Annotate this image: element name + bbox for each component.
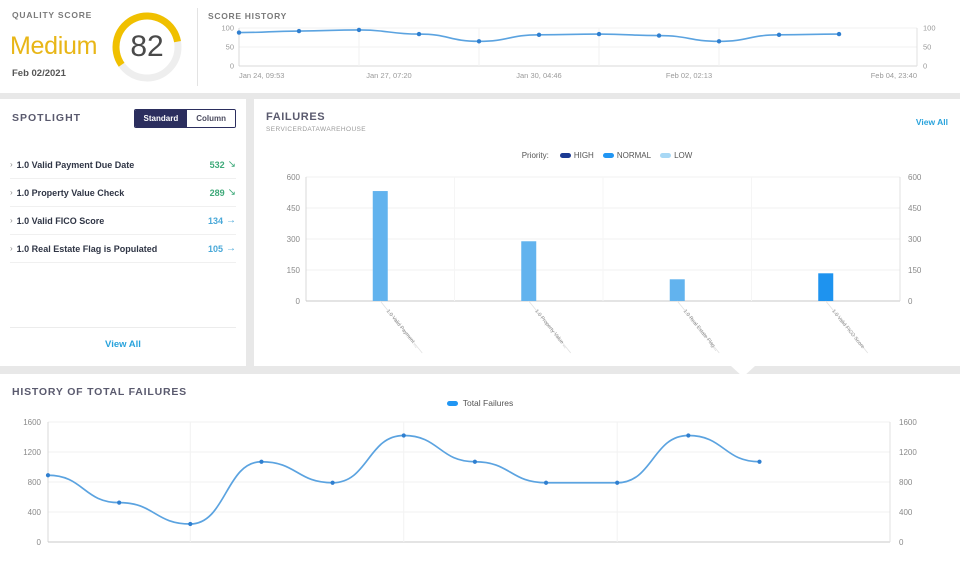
svg-text:Feb 04, 23:40: Feb 04, 23:40 (871, 71, 917, 80)
svg-text:0: 0 (908, 297, 913, 306)
svg-text:300: 300 (908, 235, 922, 244)
svg-text:100: 100 (923, 24, 936, 33)
spotlight-panel: SPOTLIGHT Standard Column › 1.0 Valid Pay… (0, 99, 246, 366)
history-of-total-failures-panel: HISTORY OF TOTAL FAILURES 0 0 400 400 800 800… (0, 374, 960, 567)
spotlight-item-label: 1.0 Property Value Check (16, 187, 125, 198)
quality-score-gauge: 82 (108, 8, 186, 86)
spotlight-list: › 1.0 Valid Payment Due Date 532 ↘ › 1.0 Prop… (10, 151, 236, 263)
score-history-title: SCORE HISTORY (208, 11, 288, 21)
failures-view-all-link[interactable]: View All (915, 117, 948, 127)
spotlight-item-label: 1.0 Valid Payment Due Date (16, 159, 135, 170)
spotlight-item-count: 134 (207, 215, 223, 226)
trend-arrow-icon: → (226, 214, 236, 226)
svg-text:1.0 Property Value ...: 1.0 Property Value ... (533, 308, 568, 349)
svg-text:400: 400 (899, 508, 913, 517)
legend-item[interactable]: NORMAL (602, 151, 652, 160)
svg-text:400: 400 (28, 508, 42, 517)
expand-chevron-icon[interactable]: › (10, 244, 13, 253)
svg-text:800: 800 (28, 478, 42, 487)
expand-chevron-icon[interactable]: › (10, 188, 13, 197)
svg-text:100: 100 (221, 24, 234, 33)
quality-score-label: QUALITY SCORE (12, 10, 93, 20)
svg-text:1.0 Valid FICO Score: 1.0 Valid FICO Score (830, 308, 865, 350)
trend-arrow-icon: → (226, 242, 236, 254)
svg-text:600: 600 (287, 173, 301, 182)
svg-text:0: 0 (37, 538, 42, 547)
svg-text:50: 50 (923, 43, 931, 52)
divider (197, 8, 198, 86)
svg-text:150: 150 (908, 266, 922, 275)
list-item[interactable]: › 1.0 Valid Payment Due Date 532 ↘ (10, 151, 236, 179)
svg-text:1.0 Valid Payment ...: 1.0 Valid Payment ... (385, 308, 420, 349)
legend-label: HIGH (573, 151, 594, 160)
history-title: HISTORY OF TOTAL FAILURES (12, 386, 187, 398)
spotlight-item-label: 1.0 Real Estate Flag is Populated (16, 243, 158, 254)
svg-text:600: 600 (908, 173, 922, 182)
list-item[interactable]: › 1.0 Real Estate Flag is Populated 105 → (10, 235, 236, 263)
expand-chevron-icon[interactable]: › (10, 216, 13, 225)
svg-text:1600: 1600 (23, 418, 41, 427)
svg-text:Jan 30, 04:46: Jan 30, 04:46 (516, 71, 561, 80)
quality-score-bar: QUALITY SCORE Medium Feb 02/2021 82 SCOR… (0, 0, 960, 93)
svg-text:450: 450 (287, 204, 301, 213)
failures-title: FAILURES (266, 111, 326, 123)
svg-text:1.0 Real Estate Flag...: 1.0 Real Estate Flag... (682, 308, 719, 352)
legend-item[interactable]: HIGH (559, 151, 594, 160)
view-mode-toggle[interactable]: Standard Column (133, 109, 236, 128)
svg-text:1600: 1600 (899, 418, 917, 427)
quality-score-rating: Medium (10, 32, 98, 60)
svg-text:0: 0 (296, 297, 301, 306)
expand-chevron-icon[interactable]: › (10, 160, 13, 169)
legend-label: NORMAL (616, 151, 652, 160)
list-item[interactable]: › 1.0 Property Value Check 289 ↘ (10, 179, 236, 207)
history-line-chart: 0 0 400 400 800 800 1200 1200 1600 1600 (23, 418, 917, 547)
failures-bar-chart: 0 0 150 150 300 300 450 450 600 600 1.0 Valid Paym… (287, 173, 922, 354)
toggle-column[interactable]: Column (187, 110, 235, 127)
legend-label-total-failures: Total Failures (462, 398, 514, 408)
svg-text:0: 0 (230, 62, 234, 71)
legend-swatch (660, 153, 672, 158)
legend-swatch (602, 153, 614, 158)
svg-text:800: 800 (899, 478, 913, 487)
failures-panel: FAILURES SERVICERDATAWAREHOUSE View All … (254, 99, 960, 366)
svg-text:0: 0 (899, 538, 904, 547)
quality-score-value: 82 (130, 30, 164, 63)
svg-text:Jan 27, 07:20: Jan 27, 07:20 (366, 71, 411, 80)
spotlight-item-count: 289 (209, 187, 225, 198)
legend-label: Priority: (521, 151, 549, 160)
svg-text:450: 450 (908, 204, 922, 213)
spotlight-item-label: 1.0 Valid FICO Score (16, 215, 105, 226)
divider (10, 327, 236, 328)
failures-legend: Priority: HIGH NORMAL LOW (254, 151, 960, 160)
spotlight-view-all-link[interactable]: View All (105, 339, 141, 350)
legend-swatch-total-failures (446, 400, 458, 406)
score-history-chart: 0 0 50 50 100 100 Jan 24, 09:53 Jan 27, 07:20 Ja… (221, 24, 936, 81)
svg-text:300: 300 (287, 235, 301, 244)
trend-arrow-icon: ↘ (227, 186, 236, 198)
spotlight-item-count: 532 (209, 159, 225, 170)
legend-label: LOW (674, 151, 693, 160)
failures-subtitle: SERVICERDATAWAREHOUSE (266, 126, 367, 133)
svg-text:Feb 02, 02:13: Feb 02, 02:13 (666, 71, 712, 80)
panel-notch-triangle (731, 366, 755, 377)
svg-text:150: 150 (287, 266, 301, 275)
spotlight-item-count: 105 (207, 243, 223, 254)
svg-text:Jan 24, 09:53: Jan 24, 09:53 (239, 71, 284, 80)
legend-swatch (559, 153, 571, 158)
svg-text:1200: 1200 (23, 448, 41, 457)
spotlight-title: SPOTLIGHT (12, 112, 82, 124)
legend-item[interactable]: LOW (660, 151, 692, 160)
svg-text:50: 50 (226, 43, 234, 52)
quality-score-date: Feb 02/2021 (12, 68, 66, 79)
svg-text:1200: 1200 (899, 448, 917, 457)
trend-arrow-icon: ↘ (227, 158, 236, 170)
toggle-standard[interactable]: Standard (134, 110, 188, 127)
svg-text:0: 0 (923, 62, 927, 71)
history-legend: Total Failures (0, 398, 960, 408)
list-item[interactable]: › 1.0 Valid FICO Score 134 → (10, 207, 236, 235)
